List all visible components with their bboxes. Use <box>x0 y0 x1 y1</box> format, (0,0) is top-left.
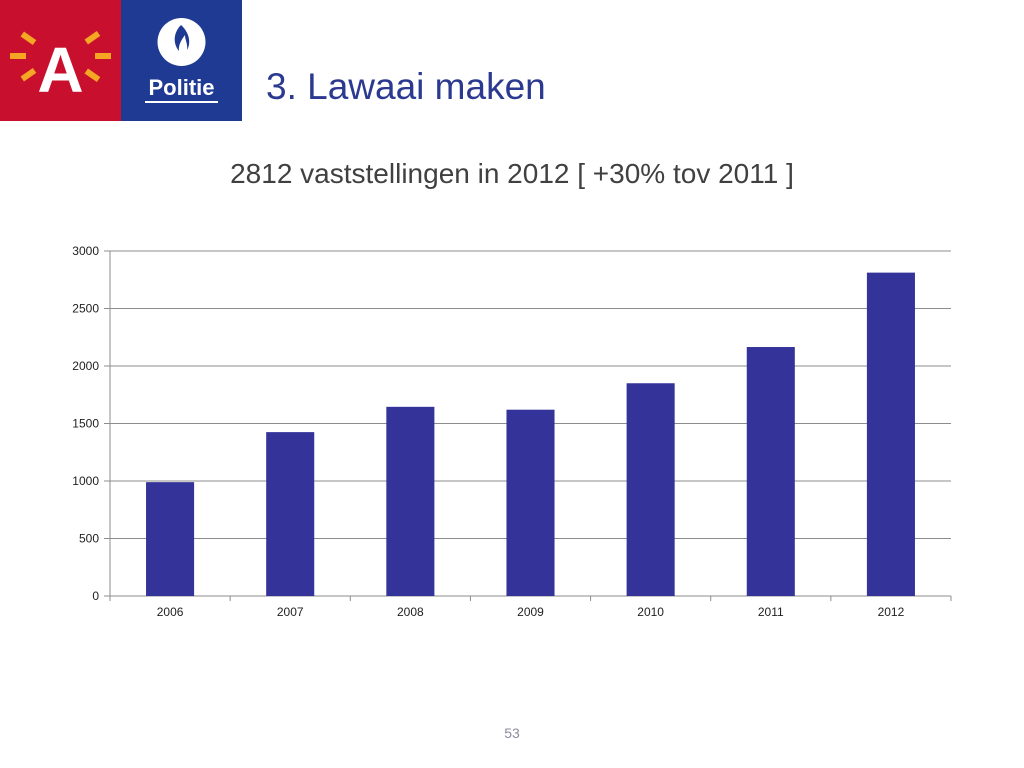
bar-chart: 0 500 1000 1500 2000 2500 3000 2006 2007 2008 2009… <box>72 244 952 619</box>
bar <box>626 383 675 596</box>
x-tick-label: 2006 <box>157 605 184 619</box>
x-tick-label: 2009 <box>517 605 544 619</box>
bar <box>506 409 555 596</box>
antwerp-a-logo-icon: A <box>10 30 111 106</box>
chart-subtitle: 2812 vaststellingen in 2012 [ +30% tov 2… <box>230 158 794 189</box>
bar <box>386 406 435 596</box>
slide-title: 3. Lawaai maken <box>266 66 546 107</box>
police-flame-logo-icon: Politie <box>145 18 218 103</box>
y-tick-label: 0 <box>92 589 99 603</box>
police-logo-label: Politie <box>148 75 214 100</box>
y-tick-label: 1000 <box>72 474 99 488</box>
y-tick-label: 2000 <box>72 359 99 373</box>
y-tick-label: 500 <box>79 532 99 546</box>
y-tick-label: 2500 <box>72 302 99 316</box>
bar <box>146 482 195 596</box>
bar <box>866 272 915 596</box>
bar <box>266 432 315 596</box>
y-tick-label: 1500 <box>72 417 99 431</box>
x-tick-label: 2010 <box>637 605 664 619</box>
x-tick-label: 2008 <box>397 605 424 619</box>
page-number: 53 <box>504 725 520 741</box>
x-tick-label: 2012 <box>878 605 905 619</box>
x-tick-label: 2007 <box>277 605 304 619</box>
antwerp-logo: A <box>0 0 121 121</box>
police-logo: Politie <box>121 0 242 121</box>
bar <box>746 347 795 596</box>
antwerp-logo-letter: A <box>37 34 83 106</box>
y-tick-label: 3000 <box>72 244 99 258</box>
x-tick-label: 2011 <box>758 605 784 619</box>
